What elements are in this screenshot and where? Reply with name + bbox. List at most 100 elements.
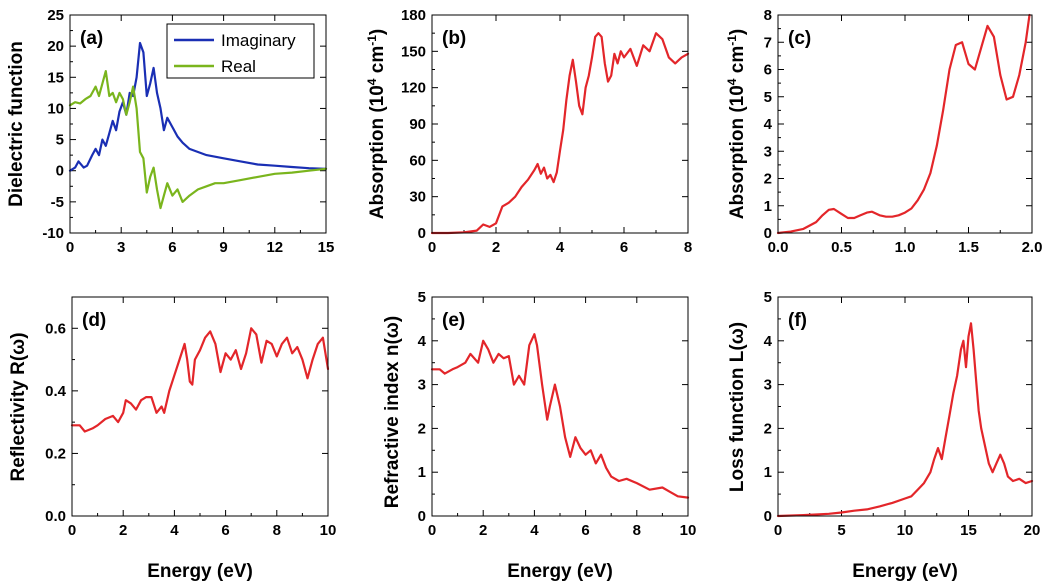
x-tick-label: 6 — [168, 239, 176, 256]
x-tick-label: 4 — [170, 522, 179, 539]
y-tick-label: 4 — [418, 333, 427, 350]
x-tick-label: 0.5 — [831, 239, 852, 256]
x-tick-label: 0 — [68, 522, 76, 539]
panel-label: (b) — [442, 28, 466, 49]
x-tick-label: 10 — [897, 522, 914, 539]
x-tick-label: 6 — [221, 522, 229, 539]
y-tick-label: 6 — [764, 62, 772, 79]
y-axis-label: Refractive index n(ω) — [382, 316, 403, 508]
y-tick-label: 5 — [418, 289, 426, 306]
plot-frame — [777, 296, 1033, 517]
y-tick-label: -10 — [42, 225, 64, 242]
x-tick-label: 6 — [581, 522, 589, 539]
y-tick-label: 90 — [409, 116, 426, 133]
x-tick-label: 12 — [266, 239, 283, 256]
x-tick-label: 4 — [530, 522, 539, 539]
y-tick-label: 0.2 — [45, 445, 66, 462]
y-tick-label: 0 — [764, 225, 772, 242]
x-tick-label: 1.0 — [895, 239, 916, 256]
y-tick-label: 0 — [418, 508, 426, 525]
x-tick-label: 9 — [219, 239, 227, 256]
x-tick-label: 5 — [837, 522, 845, 539]
y-tick-label: 1 — [764, 464, 772, 481]
y-tick-label: -5 — [51, 194, 64, 211]
panel-d-reflectivity: 0 2 4 6 8 10 0.0 0.2 0.4 0.6 (d) Reflectivity R(ω… — [8, 296, 337, 582]
x-tick-label: 2.0 — [1022, 239, 1043, 256]
legend-entry-imaginary: Imaginary — [221, 31, 296, 50]
y-tick-label: 3 — [764, 143, 772, 160]
x-tick-label: 4 — [556, 239, 565, 256]
plot-frame — [69, 14, 327, 234]
x-tick-label: 8 — [633, 522, 641, 539]
x-tick-label: 10 — [320, 522, 337, 539]
panel-c-absorption-lowenergy: 0.0 0.5 1.0 1.5 2.0 0 1 2 3 4 5 6 7 8 (c) Absorption … — [725, 7, 1042, 256]
y-tick-label: 20 — [47, 38, 64, 55]
x-tick-label: 6 — [620, 239, 628, 256]
legend-box — [166, 23, 315, 79]
x-tick-label: 3 — [117, 239, 125, 256]
y-tick-label: 0 — [56, 163, 64, 180]
series-line-reflectivity — [70, 327, 330, 433]
series-line-absorption — [430, 32, 690, 235]
y-tick-label: 120 — [401, 80, 426, 97]
y-tick-label: 2 — [764, 420, 772, 437]
y-tick-label: 2 — [418, 420, 426, 437]
panel-label: (f) — [788, 310, 807, 331]
y-tick-label: 0.6 — [45, 320, 66, 337]
y-tick-label: 1 — [764, 198, 772, 215]
x-tick-label: 0 — [428, 239, 436, 256]
x-tick-label: 10 — [680, 522, 697, 539]
plot-frame — [777, 14, 1033, 234]
y-tick-label: 4 — [764, 333, 773, 350]
series-line-real — [68, 69, 328, 210]
y-tick-label: 15 — [47, 69, 64, 86]
x-tick-label: 0.0 — [768, 239, 789, 256]
plot-frame — [431, 296, 689, 517]
y-tick-label: 150 — [401, 43, 426, 60]
x-axis-label: Energy (eV) — [147, 561, 253, 582]
y-axis-label: Absorption (104 cm-1) — [365, 29, 388, 220]
y-tick-label: 3 — [418, 377, 426, 394]
panel-label: (d) — [82, 310, 106, 331]
y-tick-label: 5 — [764, 89, 772, 106]
x-tick-label: 8 — [273, 522, 281, 539]
panel-label: (a) — [80, 28, 103, 49]
series-line-absorption — [776, 13, 1031, 235]
y-tick-label: 1 — [418, 464, 426, 481]
y-tick-label: 7 — [764, 34, 772, 51]
y-tick-label: 2 — [764, 171, 772, 188]
series-line-imaginary — [68, 41, 328, 172]
x-tick-label: 1.5 — [958, 239, 979, 256]
x-tick-label: 15 — [960, 522, 977, 539]
panel-label: (e) — [442, 310, 465, 331]
x-tick-label: 15 — [318, 239, 335, 256]
y-tick-label: 0 — [764, 508, 772, 525]
x-axis-label: Energy (eV) — [507, 561, 613, 582]
y-axis-label: Loss function L(ω) — [727, 322, 748, 492]
x-tick-label: 2 — [492, 239, 500, 256]
x-tick-label: 0 — [774, 522, 782, 539]
y-axis-label: Dielectric function — [6, 41, 27, 207]
legend-entry-real: Real — [221, 57, 256, 76]
plot-frame — [71, 296, 329, 517]
panel-b-absorption: 0 2 4 6 8 0 30 60 90 120 150 180 (b) Absorption (10… — [365, 7, 692, 256]
y-tick-label: 60 — [409, 152, 426, 169]
y-axis-label: Absorption (104 cm-1) — [725, 29, 748, 220]
series-line-loss-function — [776, 322, 1034, 518]
y-tick-label: 0.0 — [45, 508, 66, 525]
y-tick-label: 10 — [47, 100, 64, 117]
panel-a-dielectric: 0 3 6 9 12 15 -10 -5 0 5 10 15 20 25 (a) Dielectric f… — [6, 7, 334, 256]
y-tick-label: 5 — [56, 132, 64, 149]
y-tick-label: 25 — [47, 7, 64, 24]
y-tick-label: 0 — [418, 225, 426, 242]
x-tick-label: 2 — [479, 522, 487, 539]
y-tick-label: 8 — [764, 7, 772, 24]
x-tick-label: 2 — [119, 522, 127, 539]
panel-label: (c) — [788, 28, 811, 49]
y-tick-label: 4 — [764, 116, 773, 133]
panel-f-loss-function: 0 5 10 15 20 0 1 2 3 4 5 (f) Loss function L(ω) En… — [727, 289, 1040, 582]
y-tick-label: 30 — [409, 189, 426, 206]
legend: Imaginary Real — [166, 23, 315, 79]
